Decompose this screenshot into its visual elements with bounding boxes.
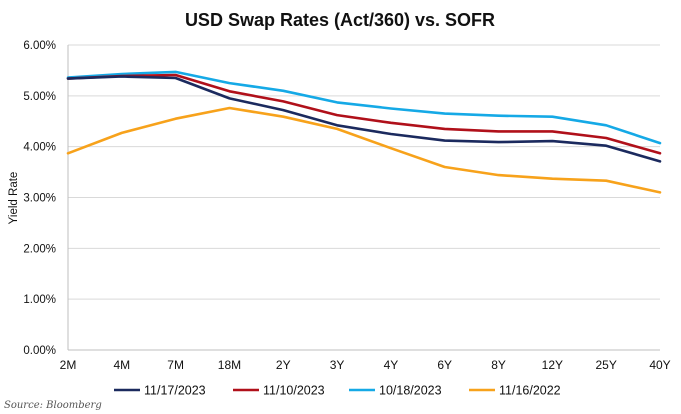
x-tick-label: 18M	[218, 358, 241, 372]
legend-label: 10/18/2023	[379, 384, 442, 398]
y-axis-label: Yield Rate	[8, 172, 20, 225]
x-tick-label: 2M	[60, 358, 77, 372]
y-tick-label: 2.00%	[23, 243, 56, 255]
x-tick-label: 2Y	[276, 358, 291, 372]
series-lines	[66, 70, 662, 194]
x-tick-label: 3Y	[330, 358, 345, 372]
legend: 11/17/2023 11/10/2023 10/18/2023 11/16/2022	[114, 384, 561, 398]
y-tick-label: 4.00%	[23, 142, 56, 154]
axes	[67, 45, 660, 351]
y-tick-labels: 0.00% 1.00% 2.00% 3.00% 4.00% 5.00% 6.00%	[23, 40, 56, 357]
series-line-3	[66, 70, 662, 145]
legend-label: 11/17/2023	[144, 384, 206, 398]
x-tick-label: 25Y	[596, 358, 617, 372]
x-tick-label: 40Y	[649, 358, 670, 372]
legend-label: 11/10/2023	[263, 384, 325, 398]
y-tick-label: 0.00%	[23, 345, 56, 357]
y-tick-label: 1.00%	[23, 294, 56, 306]
series-line-2	[66, 73, 662, 155]
y-tick-label: 6.00%	[23, 40, 56, 52]
y-tick-label: 5.00%	[23, 91, 56, 103]
x-tick-label: 4M	[113, 358, 130, 372]
legend-label: 11/16/2022	[499, 384, 561, 398]
series-line-1	[66, 75, 662, 163]
gridlines	[68, 44, 660, 300]
x-tick-label: 4Y	[384, 358, 399, 372]
x-tick-label: 12Y	[542, 358, 563, 372]
series-line-4	[66, 106, 662, 194]
x-tick-label: 6Y	[437, 358, 452, 372]
source-note: Source: Bloomberg	[4, 400, 102, 411]
x-tick-label: 8Y	[491, 358, 506, 372]
y-tick-label: 3.00%	[23, 193, 56, 205]
chart-title: USD Swap Rates (Act/360) vs. SOFR	[185, 10, 495, 30]
x-tick-label: 7M	[167, 358, 184, 372]
x-tick-labels: 2M 4M 7M 18M 2Y 3Y 4Y 6Y 8Y 12Y 25Y 40Y	[60, 358, 671, 372]
